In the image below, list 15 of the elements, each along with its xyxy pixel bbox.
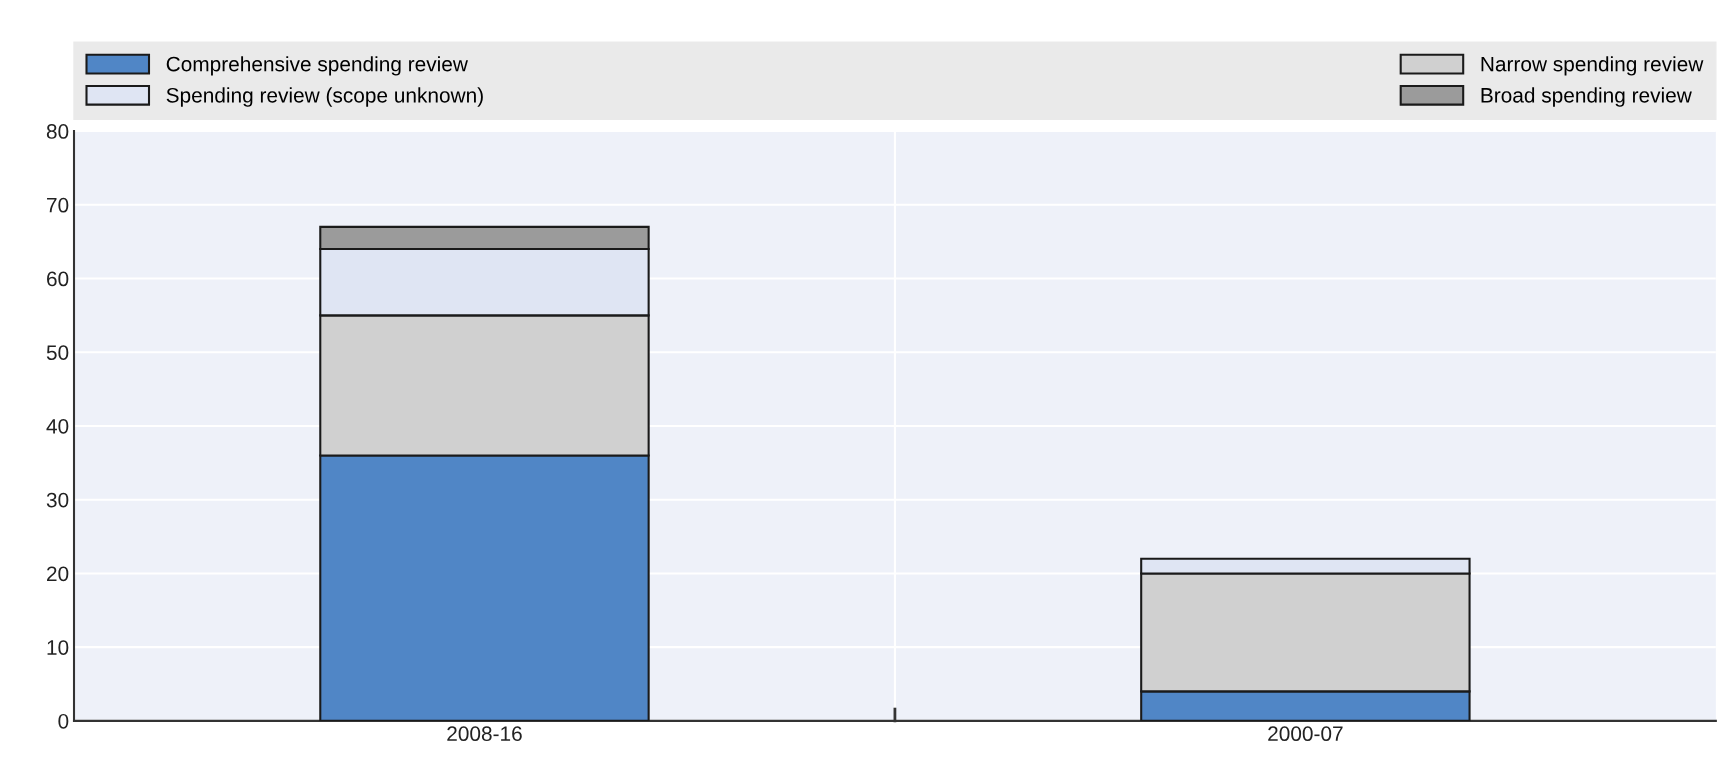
legend-label: Broad spending review (1481, 87, 1692, 107)
y-tick-label: 80 (46, 124, 69, 139)
y-tick-label: 60 (47, 271, 69, 287)
legend-label: Comprehensive spending review (166, 56, 468, 76)
y-tick-label: 10 (47, 640, 69, 655)
legend-label: Narrow spending review (1481, 56, 1704, 76)
y-tick-label: 40 (46, 418, 69, 434)
x-tick-label: 2000-07 (1268, 726, 1343, 742)
y-tick-label: 50 (46, 345, 69, 360)
y-tick-label: 70 (47, 197, 69, 213)
y-tick-label: 30 (46, 492, 69, 508)
y-tick-label: 0 (58, 713, 69, 729)
y-tick-label: 20 (47, 566, 69, 582)
legend-label: Spending review (scope unknown) (166, 87, 483, 107)
x-tick-label: 2008-16 (447, 726, 522, 742)
